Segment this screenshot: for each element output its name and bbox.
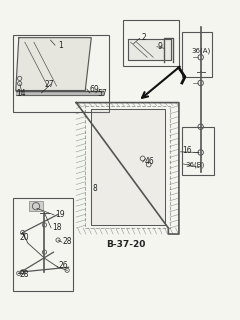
Text: 28: 28 bbox=[63, 237, 72, 246]
Text: 14: 14 bbox=[17, 89, 26, 98]
Text: 9: 9 bbox=[158, 42, 163, 51]
Text: 46: 46 bbox=[144, 157, 154, 166]
Text: 19: 19 bbox=[55, 210, 65, 219]
Text: 8: 8 bbox=[93, 184, 97, 193]
Text: 36(B): 36(B) bbox=[185, 161, 204, 168]
Text: 27: 27 bbox=[44, 80, 54, 89]
Text: 36(A): 36(A) bbox=[191, 48, 210, 54]
Text: B-37-20: B-37-20 bbox=[106, 240, 146, 249]
Text: 26: 26 bbox=[58, 261, 68, 270]
Bar bbox=[13, 35, 109, 112]
Text: 2: 2 bbox=[141, 33, 146, 42]
Text: 28: 28 bbox=[20, 270, 29, 279]
Polygon shape bbox=[16, 38, 91, 91]
Text: 1: 1 bbox=[58, 41, 63, 50]
Text: 20: 20 bbox=[20, 233, 29, 242]
Text: 57: 57 bbox=[97, 89, 107, 98]
Polygon shape bbox=[91, 109, 165, 225]
Text: 16: 16 bbox=[182, 147, 192, 156]
Polygon shape bbox=[127, 39, 171, 60]
Text: 18: 18 bbox=[52, 223, 61, 232]
Bar bbox=[182, 32, 212, 77]
Text: 69: 69 bbox=[90, 84, 100, 93]
Bar bbox=[13, 198, 73, 292]
Bar bbox=[29, 201, 43, 211]
Bar bbox=[182, 127, 214, 175]
Bar bbox=[123, 20, 179, 66]
